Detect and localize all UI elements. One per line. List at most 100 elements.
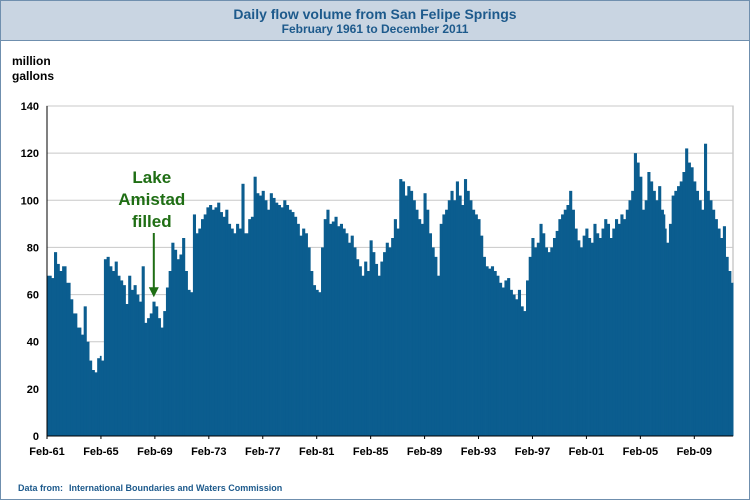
flow-bar [561, 214, 565, 436]
flow-bar [302, 228, 306, 436]
flow-bar [267, 209, 271, 436]
flow-bar [285, 205, 290, 436]
flow-bar [579, 247, 584, 436]
flow-bar [296, 223, 300, 436]
flow-bar [504, 280, 508, 436]
flow-bar [490, 266, 495, 436]
flow-bar [59, 271, 63, 436]
flow-bar [415, 209, 419, 436]
x-tick-label: Feb-09 [677, 446, 712, 458]
flow-bar [636, 162, 640, 437]
flow-bar [227, 223, 232, 436]
flow-bar [685, 148, 689, 436]
flow-bar [130, 289, 134, 436]
title-bar: Daily flow volume from San Felipe Spring… [1, 1, 749, 41]
flow-bar [615, 219, 619, 436]
flow-bar [617, 223, 621, 436]
flow-bar [588, 238, 592, 436]
flow-bar [190, 292, 194, 436]
flow-bar [288, 209, 292, 436]
x-tick-label: Feb-61 [29, 446, 64, 458]
x-tick-label: Feb-65 [83, 446, 118, 458]
flow-bar [111, 271, 116, 436]
flow-bar [391, 238, 395, 436]
flow-bar [91, 370, 95, 436]
flow-bar [72, 313, 78, 436]
flow-bar [410, 190, 414, 436]
flow-bar [571, 209, 575, 436]
flow-bar [211, 209, 215, 436]
flow-bar [728, 271, 732, 436]
flow-bar [447, 200, 451, 436]
flow-bar [652, 190, 656, 436]
y-tick-label: 40 [27, 337, 39, 349]
flow-bar [366, 271, 370, 436]
flow-bar [214, 207, 218, 436]
footer-prefix: Data from: [18, 483, 64, 493]
flow-bar [585, 228, 589, 436]
flow-bar [339, 223, 343, 436]
flow-bar [709, 200, 713, 436]
flow-bar [658, 186, 662, 436]
flow-bar [106, 256, 110, 436]
footer: Data from: International Boundaries and W… [18, 483, 282, 493]
y-tick-label: 20 [27, 384, 39, 396]
flow-bar [209, 205, 213, 436]
flow-bar [201, 219, 205, 436]
y-tick-label: 60 [27, 290, 39, 302]
flow-bar [712, 209, 716, 436]
flow-bar [103, 259, 108, 436]
flow-bar [233, 233, 237, 436]
flow-bar [323, 219, 327, 436]
flow-bar [730, 282, 734, 436]
flow-bar [418, 219, 422, 436]
flow-bar [312, 285, 317, 436]
flow-bar [609, 238, 613, 436]
flow-bar [401, 181, 406, 436]
flow-bar [399, 179, 403, 437]
flow-bar [225, 209, 229, 436]
flow-bar [596, 233, 600, 436]
flow-bar [122, 285, 126, 436]
flow-bar [80, 334, 85, 436]
flow-bar [157, 318, 161, 436]
flow-bar [450, 190, 454, 436]
flow-bar [97, 358, 101, 436]
flow-bar [404, 195, 408, 436]
flow-bar [358, 266, 362, 436]
flow-bar [704, 143, 708, 436]
flow-bar [493, 271, 497, 436]
flow-bar [304, 233, 308, 436]
flow-bar [144, 322, 148, 436]
flow-bar [439, 223, 443, 436]
flow-bar [275, 202, 279, 436]
flow-bar [531, 238, 535, 436]
flow-bar [128, 275, 132, 436]
flow-bar [544, 247, 548, 436]
flow-bar [582, 235, 586, 436]
flow-bar [89, 360, 93, 436]
flow-bar [383, 252, 387, 436]
flow-bar [347, 242, 352, 436]
flow-bar [434, 256, 438, 436]
flow-bar [66, 282, 71, 436]
flow-bar [463, 179, 468, 437]
flow-bar [342, 228, 346, 436]
flow-bar [536, 242, 540, 436]
flow-bar [671, 195, 675, 436]
flow-bar [120, 280, 124, 436]
flow-bar [701, 209, 705, 436]
flow-bar [99, 355, 102, 436]
flow-bar [693, 181, 697, 436]
y-tick-label: 0 [33, 431, 39, 443]
annotation-arrow-head [148, 287, 159, 298]
flow-bar [420, 223, 424, 436]
flow-bar [480, 235, 484, 436]
flow-bar [520, 306, 524, 436]
flow-bar [601, 228, 605, 436]
flow-bar [720, 238, 724, 436]
flow-bar [523, 311, 527, 436]
flow-bar [248, 219, 252, 436]
flow-bar [690, 167, 694, 437]
flow-bar [241, 183, 245, 436]
